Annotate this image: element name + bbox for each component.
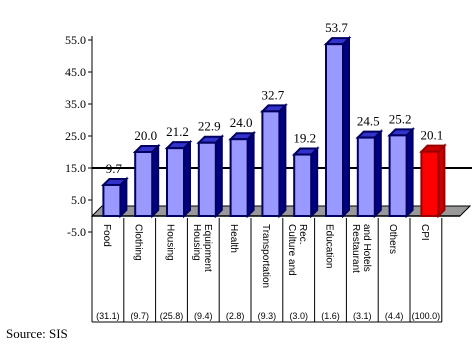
category-label: Culture and bbox=[286, 224, 297, 276]
y-tick-label: 15.0 bbox=[65, 161, 86, 175]
bar-front bbox=[229, 138, 249, 217]
weight-label: (1.6) bbox=[321, 311, 340, 321]
category-label: and Hotels bbox=[361, 224, 372, 272]
bar-front bbox=[293, 153, 313, 217]
data-label: 24.5 bbox=[357, 114, 380, 129]
y-tick-label: 45.0 bbox=[65, 65, 86, 79]
weight-label: (9.7) bbox=[130, 311, 149, 321]
data-label: 20.1 bbox=[421, 128, 444, 143]
data-label: 32.7 bbox=[262, 87, 285, 102]
weight-label: (9.3) bbox=[258, 311, 277, 321]
y-tick-label: -5.0 bbox=[67, 225, 86, 239]
y-tick-label: 35.0 bbox=[65, 97, 86, 111]
weight-label: (31.1) bbox=[96, 311, 120, 321]
data-label: 9.7 bbox=[106, 161, 123, 176]
weight-label: (3.1) bbox=[353, 311, 372, 321]
bar bbox=[164, 139, 193, 219]
category-label: Equipment bbox=[202, 224, 213, 272]
category-label: Others bbox=[387, 224, 398, 254]
bar-front bbox=[102, 183, 122, 218]
category-label: Restaurant bbox=[350, 224, 361, 273]
bar-front bbox=[197, 141, 217, 217]
category-label: Rec. bbox=[297, 224, 308, 245]
bar-front bbox=[325, 43, 344, 217]
category-label: CPI bbox=[419, 224, 430, 241]
weight-label: (3.0) bbox=[289, 311, 308, 321]
data-label: 22.9 bbox=[198, 119, 221, 134]
category-label: Health bbox=[228, 224, 239, 253]
bar-front bbox=[134, 151, 154, 217]
bar bbox=[355, 129, 384, 219]
bar bbox=[323, 35, 352, 219]
weight-label: (9.4) bbox=[194, 311, 213, 321]
y-tick-label: 25.0 bbox=[65, 129, 86, 143]
data-label: 25.2 bbox=[389, 111, 412, 126]
bar-front bbox=[420, 150, 440, 217]
bar bbox=[100, 176, 129, 219]
bar bbox=[228, 130, 257, 219]
category-label: Housing bbox=[165, 224, 176, 261]
bar-front bbox=[261, 110, 281, 217]
category-label: Education bbox=[324, 224, 335, 268]
bar bbox=[132, 143, 161, 219]
source-note: Source: SIS bbox=[6, 326, 68, 341]
weight-label: (100.0) bbox=[412, 311, 441, 321]
bar-front bbox=[166, 147, 185, 217]
bar-front bbox=[356, 136, 376, 218]
bar bbox=[291, 146, 320, 219]
data-label: 19.2 bbox=[293, 131, 316, 146]
bar bbox=[259, 102, 288, 219]
data-label: 21.2 bbox=[166, 124, 189, 139]
bar bbox=[387, 126, 416, 219]
bar bbox=[418, 143, 447, 219]
category-label: Transportation bbox=[260, 224, 271, 288]
category-label: Clothing bbox=[133, 224, 144, 261]
data-label: 53.7 bbox=[325, 20, 348, 35]
data-label: 20.0 bbox=[134, 128, 157, 143]
weight-label: (2.8) bbox=[226, 311, 245, 321]
weight-label: (4.4) bbox=[385, 311, 404, 321]
y-tick-label: 5.0 bbox=[71, 193, 86, 207]
y-tick-label: 55.0 bbox=[65, 33, 86, 47]
weight-label: (25.8) bbox=[160, 311, 184, 321]
category-label: Food bbox=[101, 224, 112, 247]
bar bbox=[196, 134, 225, 219]
category-label: Housing bbox=[191, 224, 202, 261]
bar-front bbox=[388, 134, 408, 217]
data-label: 24.0 bbox=[230, 115, 253, 130]
